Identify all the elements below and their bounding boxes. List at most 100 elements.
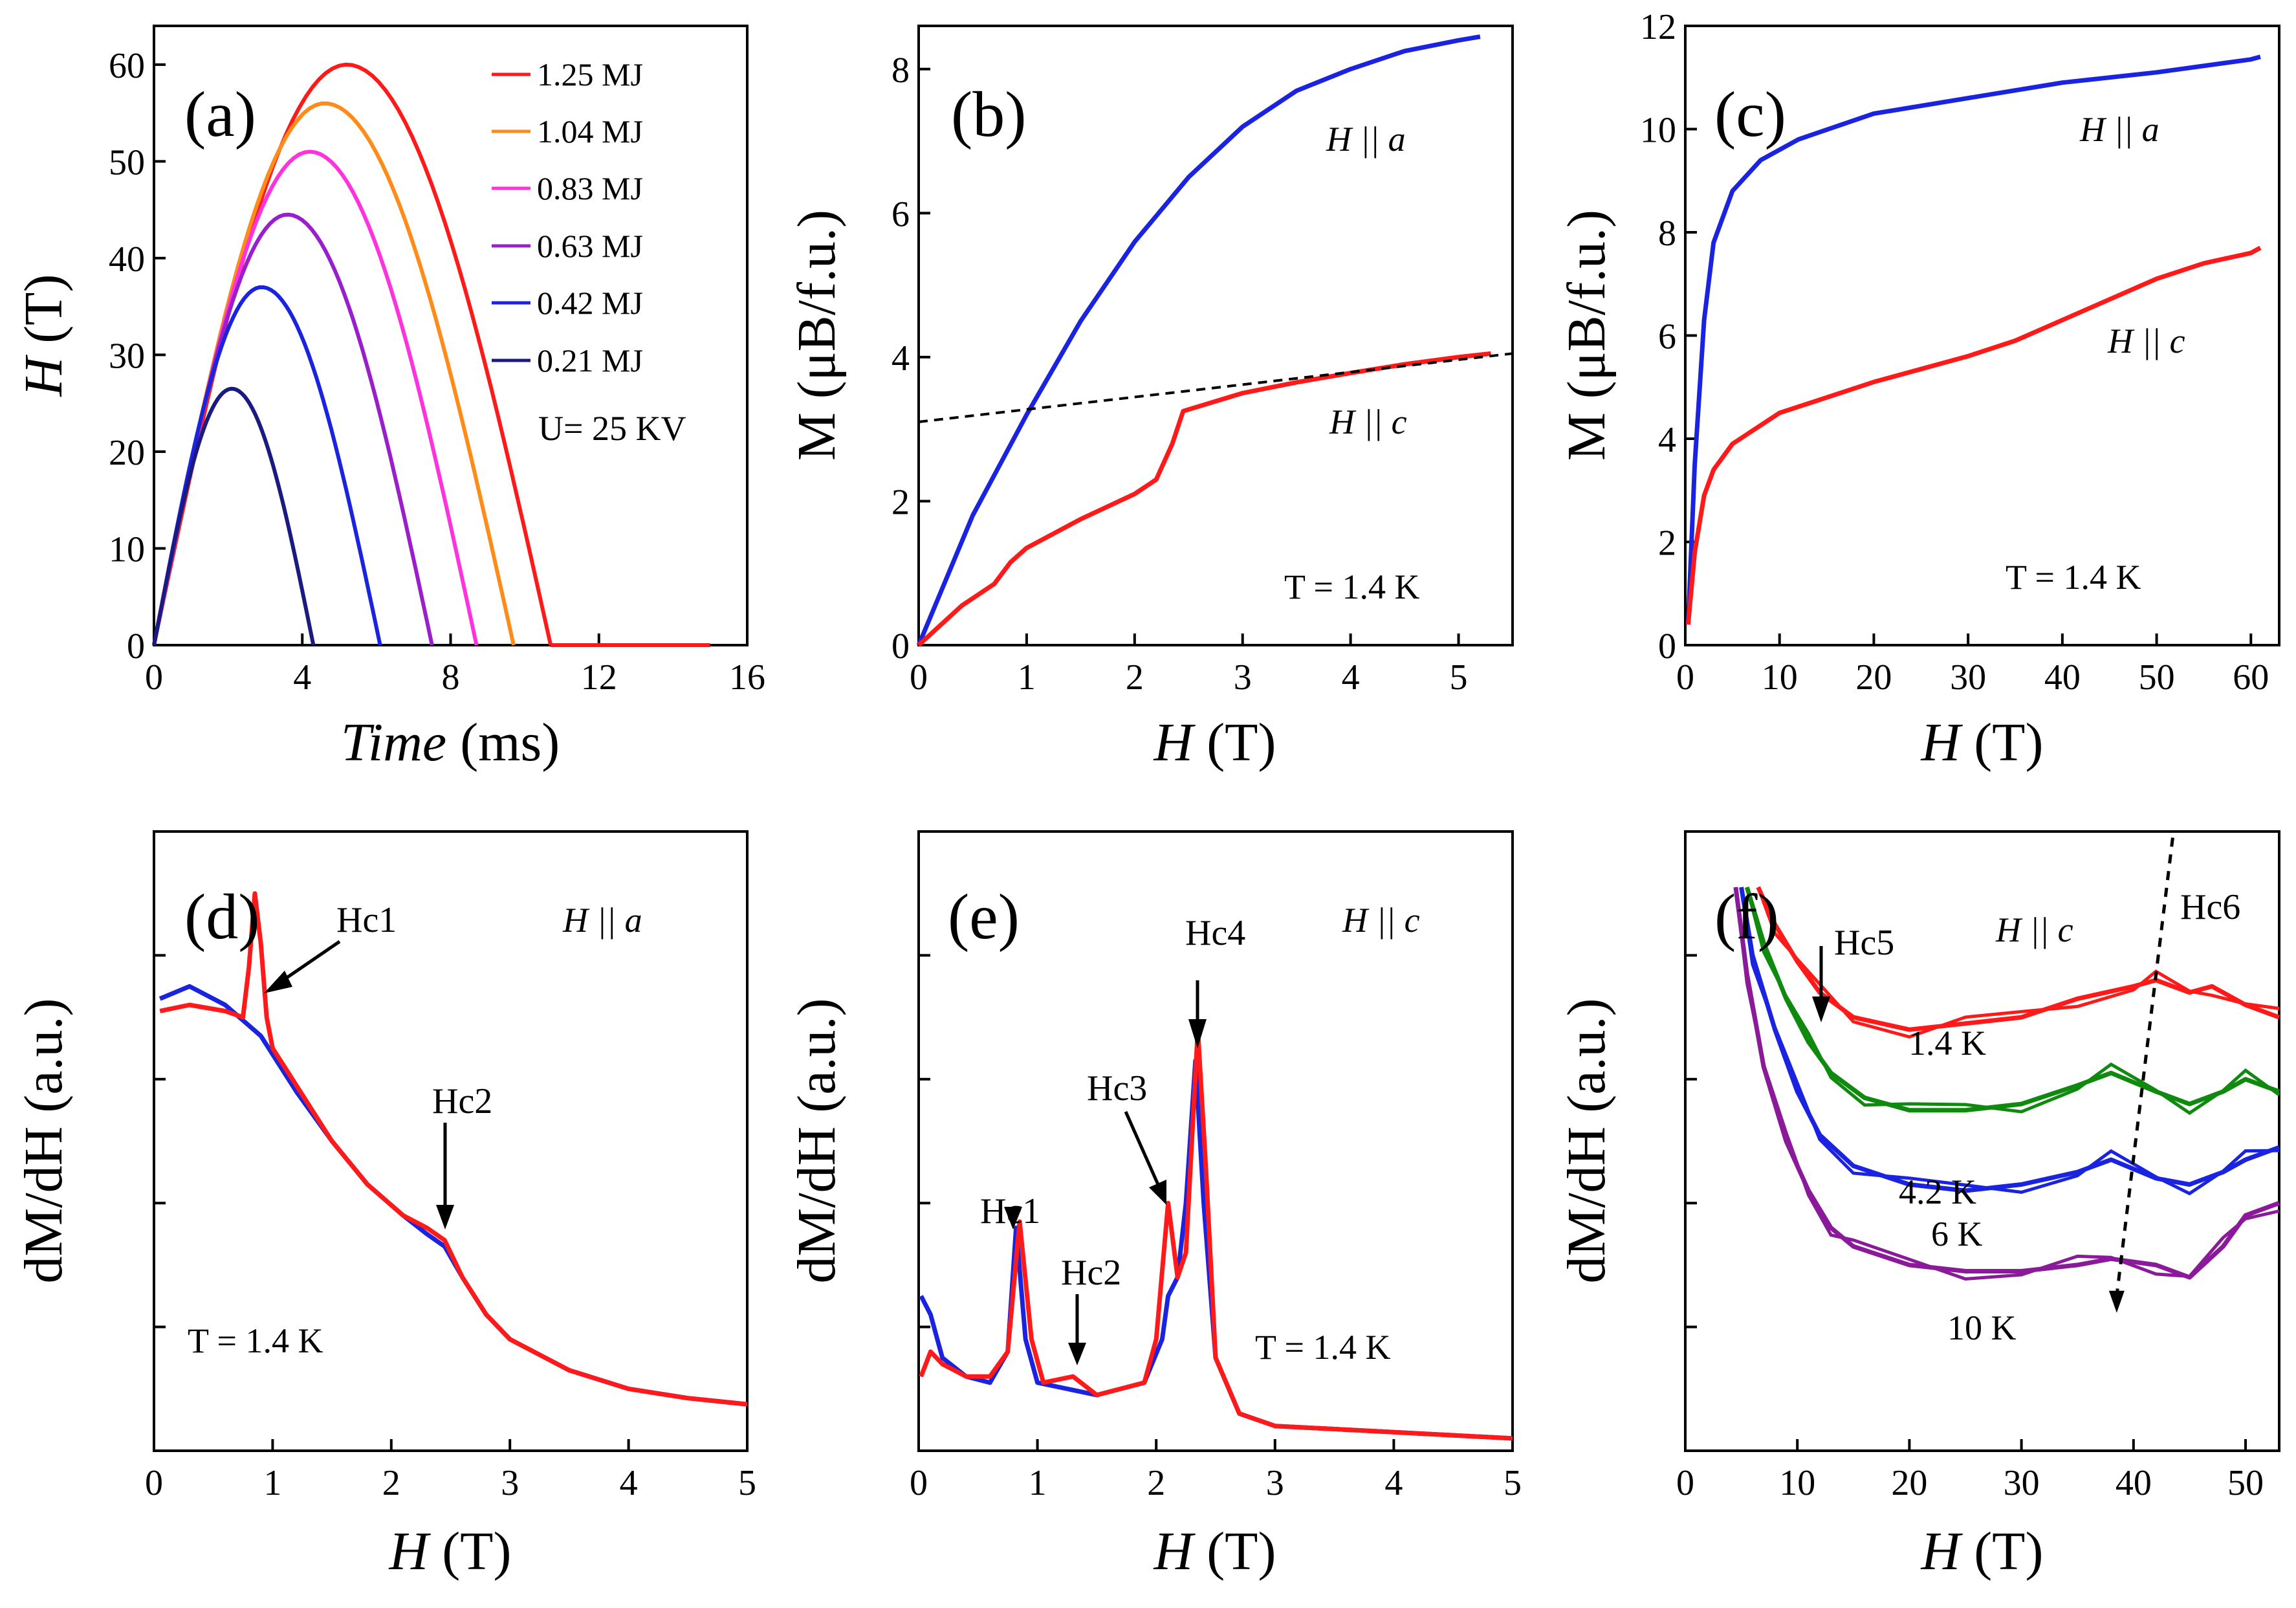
panel-d-hc1-label: Hc1 xyxy=(336,900,397,940)
panel-e-xtick-label: 1 xyxy=(1029,1463,1047,1503)
panel-d-ylabel: dM/dH (a.u.) xyxy=(14,998,74,1284)
panel-a-ytick-label: 50 xyxy=(109,142,145,182)
panel-e-label: (e) xyxy=(948,881,1020,953)
panel-d-field-label: H || a xyxy=(562,901,642,940)
panel-c-xtick-label: 10 xyxy=(1762,657,1798,698)
panel-a-ticks: 0 4 8 12 16 0 10 20 30 40 50 60 xyxy=(109,46,765,698)
panel-d-hc2-arrowhead xyxy=(436,1205,454,1229)
panel-f-ylabel: dM/dH (a.u.) xyxy=(1557,998,1617,1284)
panel-e-series-red xyxy=(919,1027,1513,1441)
panel-b-xtick-label: 0 xyxy=(910,657,928,698)
panel-f-label-10K: 10 K xyxy=(1947,1308,2017,1347)
panel-f-trend-arrowhead xyxy=(2108,1290,2125,1313)
panel-a: 0 4 8 12 16 0 10 20 30 40 50 60 (a) Time (ms) H (T)… xyxy=(14,25,765,773)
panel-b-xtick-label: 3 xyxy=(1234,657,1252,698)
panel-e-hc3-arrowhead xyxy=(1149,1180,1166,1205)
panel-f-series-1.4K-sweep xyxy=(1756,887,2280,1039)
panel-f-xtick-label: 30 xyxy=(2004,1463,2040,1503)
panel-e-frame xyxy=(917,830,1514,1452)
panel-d-hc2-label: Hc2 xyxy=(432,1081,492,1121)
panel-d-xlabel: H (T) xyxy=(389,1521,512,1581)
panel-f-ticks: 0 10 20 30 40 50 xyxy=(1676,954,2264,1503)
panel-b-label-a: H || a xyxy=(1326,120,1406,159)
panel-f: 0 10 20 30 40 50 (f) H || c Hc5 Hc6 1.4 K 4.2… xyxy=(1557,830,2280,1581)
panel-a-label: (a) xyxy=(184,78,256,150)
legend-label-1.25MJ: 1.25 MJ xyxy=(537,56,643,93)
panel-f-xlabel: H (T) xyxy=(1921,1521,2044,1581)
panel-e-hc3-arrow xyxy=(1124,1110,1161,1189)
panel-e-xlabel: H (T) xyxy=(1153,1521,1276,1581)
panel-e-hc2-label: Hc2 xyxy=(1061,1253,1121,1293)
panel-e-ylabel: dM/dH (a.u.) xyxy=(787,998,847,1284)
series-0.42MJ xyxy=(152,285,382,646)
panel-c-label-c: H || c xyxy=(2107,322,2185,360)
panel-d-series-red xyxy=(159,891,748,1407)
panel-e-xtick-label: 5 xyxy=(1503,1463,1522,1503)
series-0.21MJ xyxy=(152,386,316,646)
panel-c-xtick-label: 40 xyxy=(2044,657,2081,698)
panel-b-xtick-label: 5 xyxy=(1450,657,1468,698)
panel-b-ticks: 0 1 2 3 4 5 0 2 4 6 8 xyxy=(891,50,1468,698)
panel-f-label: (f) xyxy=(1714,881,1779,953)
panel-f-xtick-label: 50 xyxy=(2227,1463,2264,1503)
panel-a-xtick-label: 8 xyxy=(442,657,460,698)
panel-e-hc3-label: Hc3 xyxy=(1087,1068,1147,1108)
panel-b-series xyxy=(916,34,1513,647)
panel-e-hc1-arrowhead xyxy=(1004,1207,1022,1229)
panel-a-ytick-label: 30 xyxy=(109,336,145,376)
panel-c-xtick-label: 50 xyxy=(2139,657,2175,698)
legend-label-0.42MJ: 0.42 MJ xyxy=(537,285,643,321)
panel-a-ytick-label: 10 xyxy=(109,529,145,569)
panel-e-hc4-arrowhead xyxy=(1188,1019,1207,1048)
panel-b-ytick-label: 8 xyxy=(891,50,910,91)
panel-f-frame xyxy=(1684,830,2280,1452)
panel-e-field-label: H || c xyxy=(1342,901,1420,940)
panel-e-hc2-arrowhead xyxy=(1068,1343,1086,1365)
panel-f-xtick-label: 20 xyxy=(1891,1463,1927,1503)
panel-b-xtick-label: 4 xyxy=(1342,657,1360,698)
panel-a-xlabel: Time (ms) xyxy=(341,712,560,773)
panel-d-label: (d) xyxy=(184,881,260,953)
panel-b-xlabel: H (T) xyxy=(1153,712,1276,773)
panel-c-series-Hc xyxy=(1685,245,2262,625)
panel-c: 0 10 20 30 40 50 60 0 2 4 6 8 10 12 (c) H || a H || c… xyxy=(1557,7,2280,773)
legend-label-0.83MJ: 0.83 MJ xyxy=(537,170,643,206)
panel-b-ytick-label: 2 xyxy=(891,482,910,522)
panel-d-ticks: 0 1 2 3 4 5 xyxy=(145,954,756,1503)
panel-d-hc1-arrow xyxy=(277,940,341,986)
panel-a-ytick-label: 20 xyxy=(109,433,145,473)
panel-c-xlabel: H (T) xyxy=(1921,712,2044,773)
panel-c-ytick-label: 8 xyxy=(1658,214,1676,254)
panel-d: 0 1 2 3 4 5 (d) H || a T = 1.4 K Hc1 Hc2 H (T… xyxy=(14,830,756,1581)
panel-f-xtick-label: 0 xyxy=(1676,1463,1694,1503)
panel-e-hc4-label: Hc4 xyxy=(1185,913,1245,953)
panel-a-xtick-label: 4 xyxy=(293,657,311,698)
panel-c-ytick-label: 4 xyxy=(1658,420,1676,460)
panel-f-hc6-label: Hc6 xyxy=(2180,887,2240,927)
panel-d-xtick-label: 0 xyxy=(145,1463,163,1503)
panel-e-series xyxy=(919,1027,1513,1441)
panel-c-ytick-label: 6 xyxy=(1658,317,1676,357)
panel-f-series-10K xyxy=(1733,887,2280,1280)
panel-f-series xyxy=(1733,837,2280,1313)
panel-b-temperature: T = 1.4 K xyxy=(1284,567,1419,606)
panel-f-hc5-arrowhead xyxy=(1812,997,1830,1022)
panel-e-xtick-label: 2 xyxy=(1147,1463,1165,1503)
panel-f-hc5-label: Hc5 xyxy=(1834,923,1894,963)
panel-c-temperature: T = 1.4 K xyxy=(2006,558,2141,597)
panel-c-label-a: H || a xyxy=(2079,110,2159,149)
panel-f-label-4.2K: 4.2 K xyxy=(1899,1173,1976,1211)
panel-c-xtick-label: 0 xyxy=(1676,657,1694,698)
panel-e-xtick-label: 0 xyxy=(910,1463,928,1503)
panel-a-xtick-label: 12 xyxy=(581,657,617,698)
panel-c-ytick-label: 12 xyxy=(1640,7,1676,47)
legend-label-0.63MJ: 0.63 MJ xyxy=(537,228,643,264)
panel-a-ytick-label: 0 xyxy=(127,626,145,666)
panel-a-ytick-label: 60 xyxy=(109,46,145,86)
panel-a-voltage-note: U= 25 KV xyxy=(538,409,686,448)
panel-c-xtick-label: 20 xyxy=(1855,657,1892,698)
panel-b-xtick-label: 1 xyxy=(1018,657,1036,698)
panel-c-label: (c) xyxy=(1714,78,1786,150)
